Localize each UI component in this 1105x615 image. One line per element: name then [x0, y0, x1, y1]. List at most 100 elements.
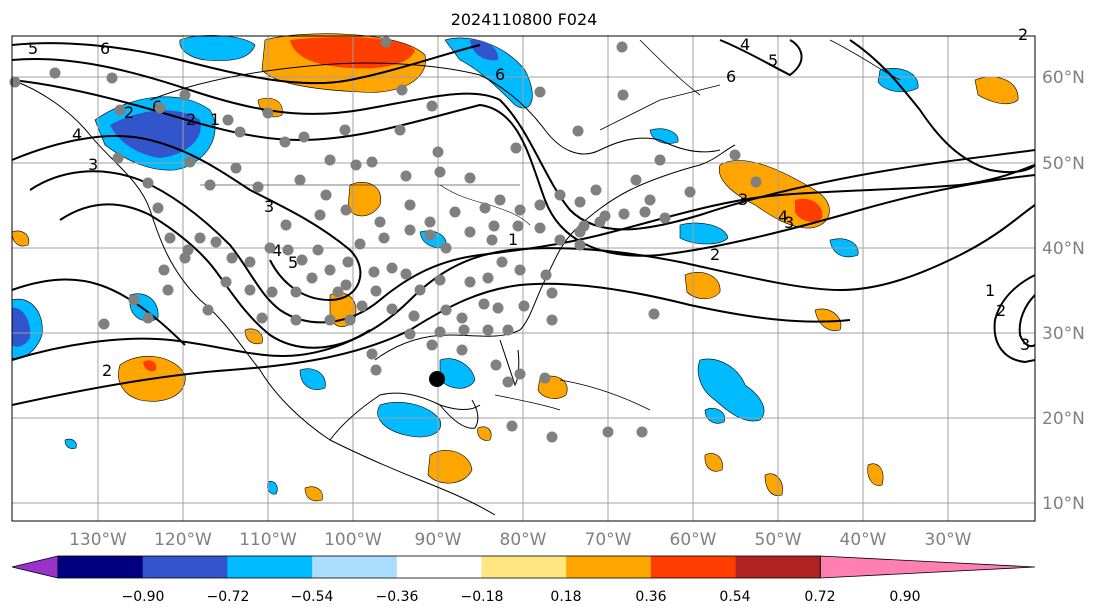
colorbar-segment	[735, 556, 821, 578]
colorbar-segment	[566, 556, 652, 578]
station-marker	[554, 234, 566, 246]
station-marker	[432, 146, 444, 158]
station-marker	[449, 206, 461, 218]
station-marker	[434, 166, 446, 178]
colorbar-segments	[11, 555, 1036, 579]
contour-label: 5	[288, 253, 298, 272]
station-marker	[654, 154, 666, 166]
station-marker	[644, 194, 656, 206]
station-marker	[440, 242, 452, 254]
contour-label: 3	[1020, 335, 1030, 354]
warm-anomaly-patch	[867, 463, 884, 486]
station-marker	[324, 154, 336, 166]
station-marker	[234, 126, 246, 138]
station-marker	[482, 272, 494, 284]
station-marker	[546, 287, 558, 299]
colorbar-tick-label: −0.36	[376, 589, 419, 605]
station-marker	[244, 284, 256, 296]
lon-label: 40°W	[840, 530, 887, 550]
station-marker	[49, 67, 61, 79]
station-marker	[539, 372, 551, 384]
station-marker	[158, 264, 170, 276]
contour-label: 3	[784, 213, 794, 232]
contour-label: 3	[738, 190, 748, 209]
contour-label: 5	[768, 51, 778, 70]
station-marker	[262, 107, 274, 119]
latitude-labels: 60°N 50°N 40°N 30°N 20°N 10°N	[1042, 68, 1085, 514]
station-marker	[184, 156, 196, 168]
colorbar-segment	[481, 556, 567, 578]
contour-label: 3	[264, 197, 274, 216]
station-marker	[408, 310, 420, 322]
station-marker	[220, 276, 232, 288]
station-marker	[204, 179, 216, 191]
lon-label: 110°W	[239, 530, 297, 550]
station-marker	[380, 36, 392, 48]
contour-label: 6	[100, 39, 110, 58]
station-marker	[514, 368, 526, 380]
station-marker	[594, 216, 606, 228]
station-marker	[590, 184, 602, 196]
colorbar-segment	[142, 556, 228, 578]
colorbar-tick-label: 0.90	[889, 589, 920, 605]
station-marker	[478, 298, 490, 310]
colorbar-segment	[227, 556, 313, 578]
colorbar-tick-label: 0.72	[804, 589, 835, 605]
lon-label: 30°W	[925, 530, 972, 550]
station-marker	[230, 162, 242, 174]
station-marker	[729, 149, 741, 161]
station-marker	[464, 226, 476, 238]
station-marker	[616, 41, 628, 53]
contour-label: 4	[72, 125, 82, 144]
lat-label: 20°N	[1042, 409, 1085, 429]
colorbar-segment	[396, 556, 482, 578]
contour-label: 2	[124, 103, 134, 122]
station-marker	[479, 202, 491, 214]
station-marker	[414, 284, 426, 296]
lon-label: 70°W	[585, 530, 632, 550]
station-markers	[9, 36, 762, 443]
station-marker	[572, 125, 584, 137]
station-marker	[324, 314, 336, 326]
colorbar-tick-label: −0.90	[122, 589, 165, 605]
lat-label: 30°N	[1042, 324, 1085, 344]
longitude-labels: 130°W 120°W 110°W 100°W 90°W 80°W 70°W 6…	[69, 530, 972, 550]
station-marker	[514, 204, 526, 216]
station-marker	[222, 114, 234, 126]
colorbar-max-extension	[819, 555, 1036, 579]
station-marker	[142, 177, 154, 189]
contour-label: 1	[985, 281, 995, 300]
station-marker	[618, 208, 630, 220]
station-marker	[370, 285, 382, 297]
colorbar-border	[57, 555, 821, 579]
warm-anomaly-patch	[477, 426, 492, 441]
colorbar-tick-label: 0.36	[635, 589, 666, 605]
station-marker	[252, 181, 264, 193]
map-panel: 5 6 4 6 6 4 5 6 2 1 2 3 3 4 5 3 2 1 2 3 …	[9, 25, 1036, 522]
warm-anomaly-patch	[304, 486, 323, 502]
station-marker	[648, 308, 660, 320]
station-marker	[264, 242, 276, 254]
station-marker	[456, 312, 468, 324]
station-marker	[290, 286, 302, 298]
station-marker	[244, 256, 256, 268]
cool-anomaly-patch	[64, 438, 77, 449]
station-marker	[540, 269, 552, 281]
station-marker	[534, 86, 546, 98]
cool-anomaly-patch	[697, 358, 765, 422]
station-marker	[128, 294, 140, 306]
station-marker	[488, 220, 500, 232]
colorbar-tick-label: 0.54	[719, 589, 750, 605]
station-marker	[424, 216, 436, 228]
station-marker	[339, 124, 351, 136]
station-marker	[370, 364, 382, 376]
station-marker	[440, 304, 452, 316]
station-marker	[494, 194, 506, 206]
station-marker	[374, 216, 386, 228]
colorbar-tick-label: 0.18	[550, 589, 581, 605]
map-title: 2024110800 F024	[451, 10, 598, 29]
station-marker	[306, 272, 318, 284]
cool-anomaly-patch	[877, 68, 919, 93]
colorbar-segment	[58, 556, 144, 578]
